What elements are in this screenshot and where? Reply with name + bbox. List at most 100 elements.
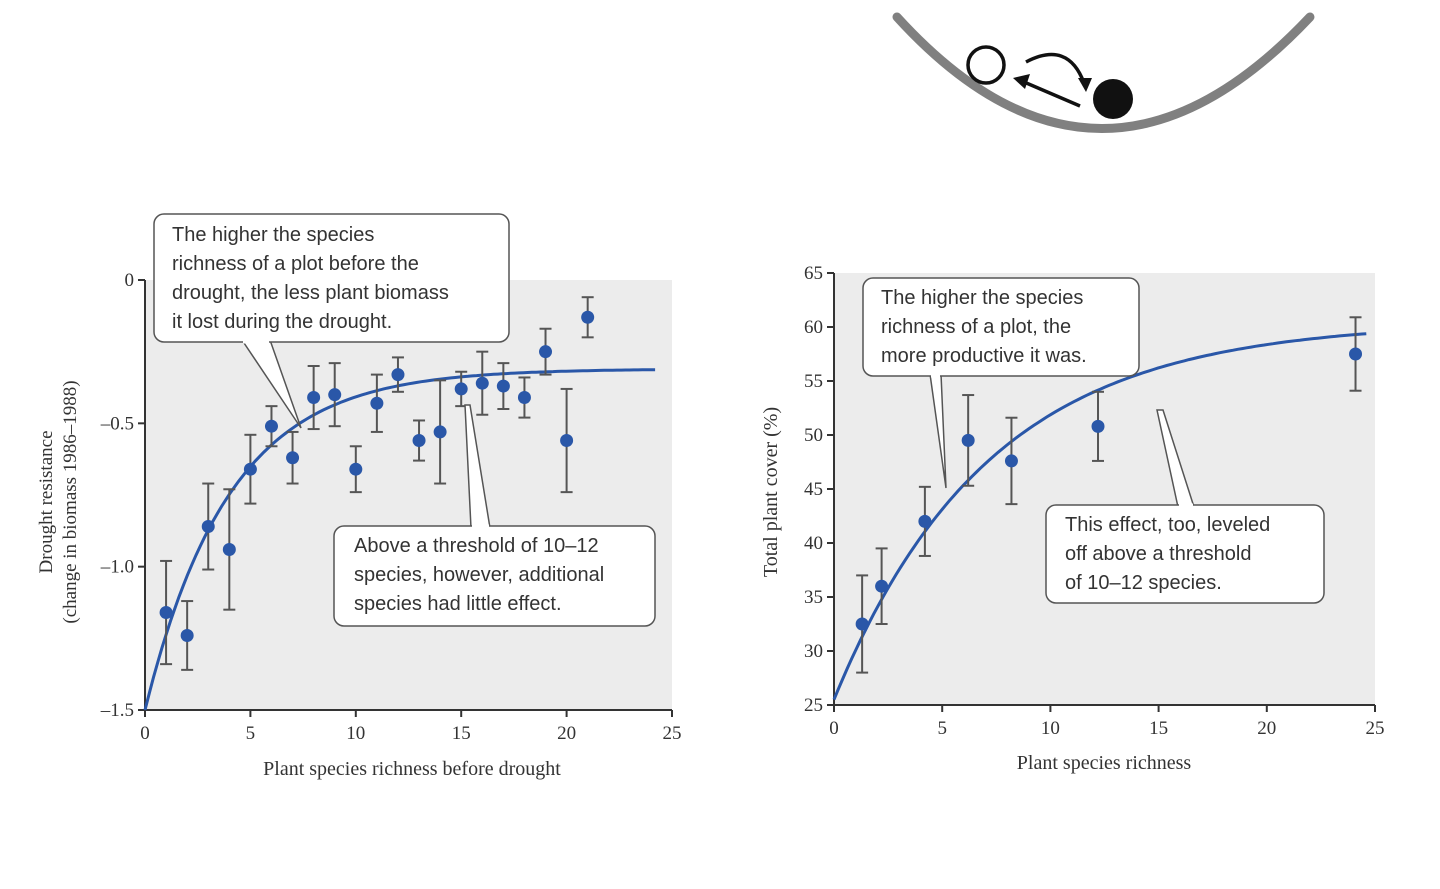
cover-y-tick-label: 65 (804, 263, 823, 284)
data-point (370, 373, 384, 433)
callout-line: The higher the species (172, 224, 374, 246)
data-point (1091, 390, 1105, 462)
callout-line: it lost during the drought. (172, 311, 392, 333)
cover-x-tick-label: 5 (937, 718, 947, 739)
open-ball-icon (966, 45, 1006, 85)
data-marker (222, 542, 236, 556)
data-marker (539, 345, 553, 359)
cover-y-ticks: 25 30 35 40 45 50 55 60 65 (804, 263, 834, 716)
data-marker (1004, 454, 1018, 468)
data-point (328, 362, 342, 428)
data-marker (454, 382, 468, 396)
callout-line: of 10–12 species. (1065, 572, 1222, 594)
drought-y-tick-label: –1.0 (100, 557, 134, 578)
drought-callout-bottom: Above a threshold of 10–12 species, howe… (333, 404, 656, 627)
cover-data-points (855, 316, 1363, 674)
drought-x-tick-label: 5 (246, 723, 256, 744)
cover-y-tick-label: 30 (804, 641, 823, 662)
data-marker (961, 433, 975, 447)
data-marker (1349, 347, 1363, 361)
callout-line: off above a threshold (1065, 543, 1251, 565)
data-point (855, 574, 869, 674)
cover-y-tick-label: 40 (804, 533, 823, 554)
data-point (349, 445, 363, 494)
data-marker (855, 617, 869, 631)
cover-y-tick-label: 45 (804, 479, 823, 500)
callout-line: The higher the species (881, 287, 1083, 309)
callout-line: more productive it was. (881, 345, 1087, 367)
data-point (961, 394, 975, 487)
data-marker (875, 579, 889, 593)
curved-arrow-head (1078, 78, 1092, 92)
data-marker (349, 462, 363, 476)
callout-line: richness of a plot before the (172, 253, 419, 275)
cover-callout-bottom: This effect, too, leveled off above a th… (1045, 409, 1325, 604)
solid-ball-icon (1093, 79, 1133, 119)
drought-y-axis-sublabel: (change in biomass 1986–1988) (60, 380, 81, 623)
cover-callout-top: The higher the species richness of a plo… (862, 277, 1140, 489)
return-arrow-icon (1013, 74, 1030, 89)
cover-y-tick-label: 25 (804, 695, 823, 716)
data-marker (1091, 419, 1105, 433)
callout-box (153, 213, 510, 343)
data-marker (517, 391, 531, 405)
cover-x-tick-label: 20 (1257, 718, 1276, 739)
cover-y-tick-label: 35 (804, 587, 823, 608)
drought-x-tick-label: 20 (557, 723, 576, 744)
data-point (264, 405, 278, 448)
bowl-illustration (892, 12, 1315, 133)
data-point (159, 559, 173, 666)
callout-line: This effect, too, leveled (1065, 514, 1270, 536)
data-marker (243, 462, 257, 476)
callout-line: richness of a plot, the (881, 316, 1071, 338)
data-point (475, 350, 489, 416)
callout-line: drought, the less plant biomass (172, 282, 449, 304)
data-point (1349, 316, 1363, 392)
cover-y-tick-label: 55 (804, 371, 823, 392)
data-marker (159, 606, 173, 620)
data-point (918, 485, 932, 557)
data-marker (433, 425, 447, 439)
data-marker (391, 368, 405, 382)
callout-box (333, 525, 656, 627)
data-marker (475, 376, 489, 390)
drought-callout-top: The higher the species richness of a plo… (153, 213, 510, 429)
data-marker (412, 434, 426, 448)
data-marker (180, 628, 194, 642)
cover-panel: 0 5 10 15 20 25 25 30 35 40 45 50 55 60 65 Plant spec… (760, 263, 1385, 774)
drought-data-points (159, 296, 595, 671)
data-point (222, 488, 236, 611)
data-point (560, 387, 574, 494)
cover-y-tick-label: 60 (804, 317, 823, 338)
data-marker (560, 434, 574, 448)
data-point (496, 362, 510, 410)
drought-x-axis-label: Plant species richness before drought (263, 758, 561, 780)
data-point (391, 356, 405, 393)
data-point (307, 365, 321, 431)
data-marker (918, 514, 932, 528)
drought-x-tick-label: 15 (452, 723, 471, 744)
drought-plot-area (145, 280, 672, 710)
drought-x-tick-label: 25 (663, 723, 682, 744)
drought-x-tick-label: 10 (346, 723, 365, 744)
cover-x-axis-label: Plant species richness (1017, 752, 1192, 774)
data-point (454, 370, 468, 408)
callout-box (862, 277, 1140, 377)
data-point (243, 433, 257, 505)
curved-arrow-icon (1025, 52, 1086, 84)
cover-x-tick-label: 25 (1366, 718, 1385, 739)
data-marker (370, 396, 384, 410)
data-marker (328, 388, 342, 402)
drought-y-tick-label: 0 (125, 270, 135, 291)
drought-y-axis-label: Drought resistance (36, 431, 57, 574)
data-point (539, 327, 553, 376)
drought-y-ticks: 0 –0.5 –1.0 –1.5 (100, 270, 145, 721)
cover-y-tick-label: 50 (804, 425, 823, 446)
cover-x-tick-label: 0 (829, 718, 839, 739)
drought-y-tick-label: –1.5 (100, 700, 134, 721)
data-point (286, 430, 300, 485)
drought-x-ticks: 0 5 10 15 20 25 (140, 710, 682, 744)
data-marker (264, 419, 278, 433)
callout-line: Above a threshold of 10–12 (354, 535, 599, 557)
